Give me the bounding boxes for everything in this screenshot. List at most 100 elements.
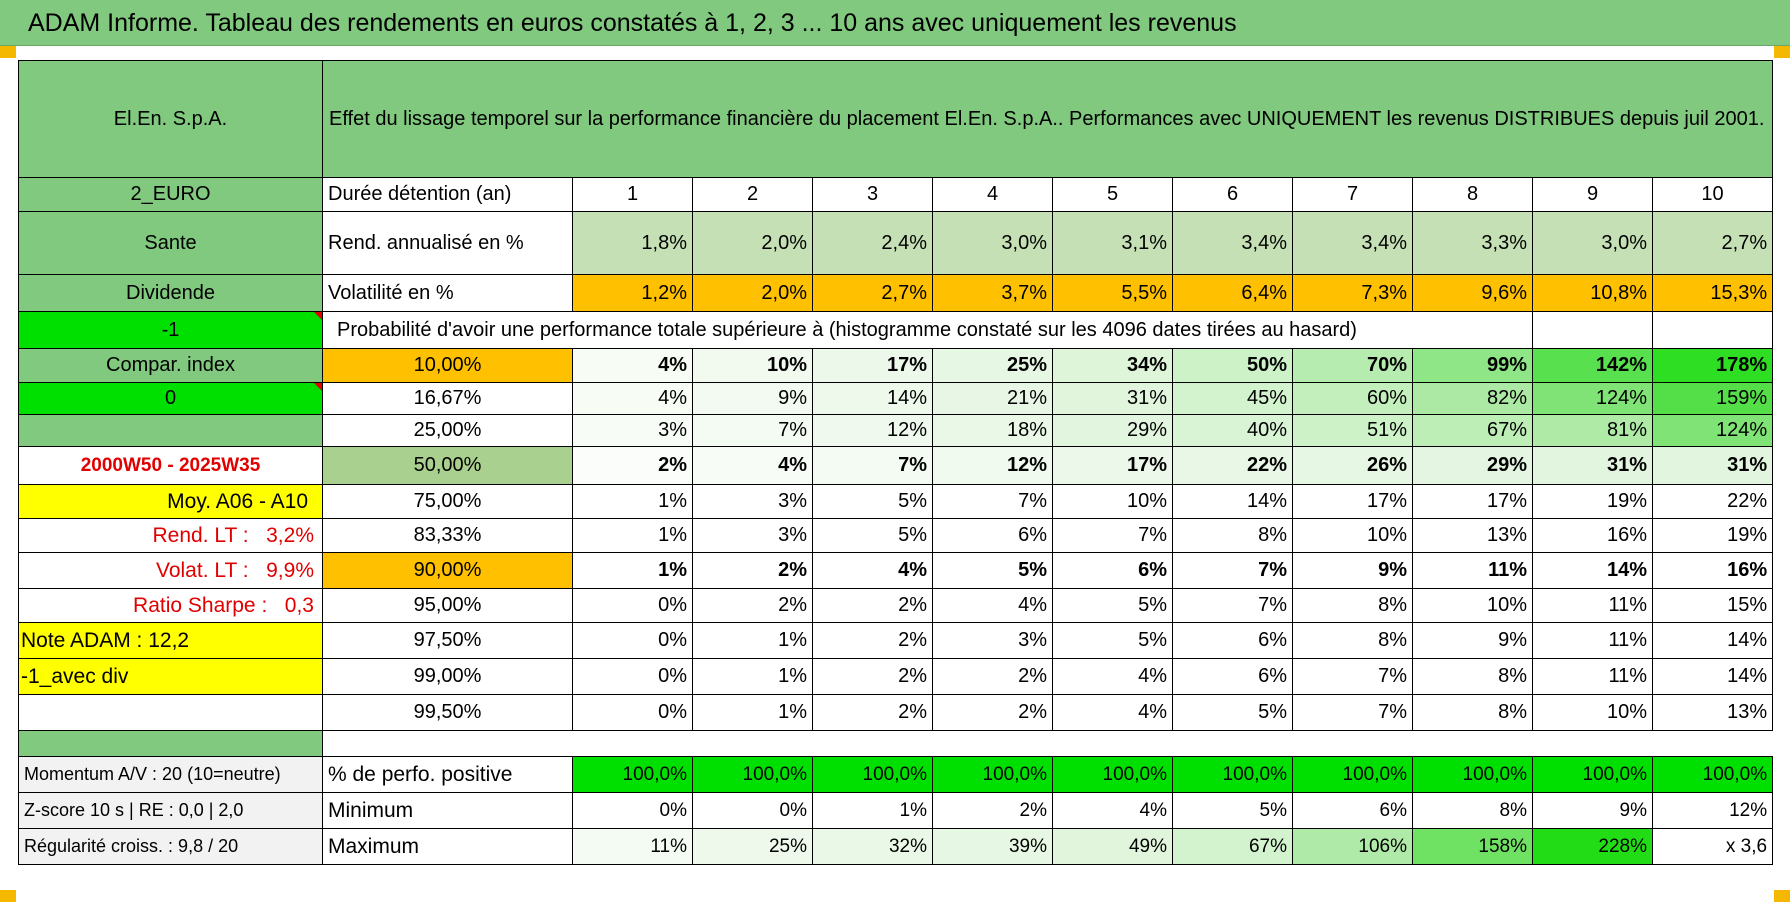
year-header: 2 [692,177,813,212]
rend-value: 1,8% [572,211,693,275]
prob-value: 10% [692,348,813,383]
corner-marker [0,46,16,58]
prob-value: 31% [1532,446,1653,485]
vol-value: 10,8% [1532,274,1653,312]
prob-value: 5% [1052,588,1173,623]
prob-value: 15% [1651,588,1774,623]
fund-name: El.En. S.p.A. [18,60,323,178]
duree-label: Durée détention (an) [322,177,573,212]
positive-value: 100,0% [1532,756,1653,793]
spacer-cell [323,731,1773,757]
prob-value: 50% [1172,348,1293,383]
prob-value: 1% [572,484,693,519]
rend-row: Sante Rend. annualisé en % 1,8% 2,0% 2,4… [18,211,1774,275]
prob-value: 22% [1172,446,1293,485]
prob-value: 99% [1412,348,1533,383]
prob-value: 2% [932,658,1053,695]
report-title: ADAM Informe. Tableau des rendements en … [28,9,1237,37]
prob-row: Rend. LT : 3,2% 83,33% 1% 3% 5% 6% 7% 8%… [18,518,1774,553]
prob-value: 3% [692,518,813,553]
rend-value: 2,7% [1651,211,1774,275]
prob-threshold: 90,00% [322,552,573,589]
rend-value: 3,4% [1172,211,1293,275]
prob-value: 60% [1292,382,1413,415]
minimum-value: 9% [1532,792,1653,829]
year-header: 5 [1052,177,1173,212]
prob-value: 81% [1532,414,1653,447]
prob-value: 2% [932,694,1053,731]
vol-row: Dividende Volatilité en % 1,2% 2,0% 2,7%… [18,274,1774,312]
prob-value: 25% [932,348,1053,383]
sharpe-value: 0,3 [284,593,314,617]
prob-row: 99,50% 0% 1% 2% 2% 4% 5% 7% 8% 10% 13% [18,694,1774,731]
type-cell: Dividende [18,274,323,312]
prob-title-row: -1 Probabilité d'avoir une performance t… [18,311,1774,349]
regularite-cell: Régularité croiss. : 9,8 / 20 [18,828,323,865]
prob-value: 5% [1172,694,1293,731]
vol-value: 3,7% [932,274,1053,312]
prob-value: 9% [1412,622,1533,659]
rend-value: 3,1% [1052,211,1173,275]
positive-label: % de perfo. positive [322,756,573,793]
prob-value: 6% [1172,658,1293,695]
sharpe-cell: Ratio Sharpe : 0,3 [18,588,323,623]
vol-value: 15,3% [1651,274,1774,312]
prob-threshold: 25,00% [322,414,573,447]
maximum-value: 39% [932,828,1053,865]
prob-value: 1% [572,518,693,553]
positive-value: 100,0% [1412,756,1533,793]
prob-threshold: 83,33% [322,518,573,553]
prob-row: 0 16,67% 4% 9% 14% 21% 31% 45% 60% 82% 1… [18,382,1774,415]
prob-value: 14% [1651,658,1774,695]
prob-value: 7% [692,414,813,447]
rend-label: Rend. annualisé en % [322,211,573,275]
prob-value: 14% [1172,484,1293,519]
years-row: 2_EURO Durée détention (an) 1 2 3 4 5 6 … [18,177,1774,212]
rend-value: 2,0% [692,211,813,275]
minimum-row: Z-score 10 s | RE : 0,0 | 2,0 Minimum 0%… [18,792,1774,829]
positive-value: 100,0% [572,756,693,793]
prob-value: 4% [1052,658,1173,695]
vol-value: 7,3% [1292,274,1413,312]
empty-cell [1651,311,1774,349]
positive-value: 100,0% [692,756,813,793]
header-row: El.En. S.p.A. Effet du lissage temporel … [18,60,1774,178]
prob-value: 8% [1292,588,1413,623]
prob-value: 17% [812,348,933,383]
prob-threshold: 50,00% [322,446,573,485]
prob-value: 2% [572,446,693,485]
minimum-value: 2% [932,792,1053,829]
prob-value: 6% [1172,622,1293,659]
rend-value: 3,4% [1292,211,1413,275]
prob-value: 10% [1052,484,1173,519]
rend-value: 3,0% [1532,211,1653,275]
empty-cell [1532,311,1653,349]
prob-value: 0% [572,622,693,659]
prob-row: Ratio Sharpe : 0,3 95,00% 0% 2% 2% 4% 5%… [18,588,1774,623]
prob-value: 1% [692,694,813,731]
positive-value: 100,0% [932,756,1053,793]
prob-value: 5% [932,552,1053,589]
prob-value: 10% [1412,588,1533,623]
positive-value: 100,0% [1052,756,1173,793]
prob-threshold: 99,50% [322,694,573,731]
maximum-value: 106% [1292,828,1413,865]
prob-value: 4% [1052,694,1173,731]
positive-value: 100,0% [812,756,933,793]
corner-marker [1774,890,1790,902]
spacer-row [18,730,1773,757]
prob-value: 178% [1651,348,1774,383]
minimum-value: 0% [692,792,813,829]
prob-value: 7% [1052,518,1173,553]
zscore-cell: Z-score 10 s | RE : 0,0 | 2,0 [18,792,323,829]
prob-value: 18% [932,414,1053,447]
maximum-value: 228% [1532,828,1653,865]
prob-value: 3% [692,484,813,519]
returns-table: El.En. S.p.A. Effet du lissage temporel … [18,60,1774,865]
prob-row: -1_avec div 99,00% 0% 1% 2% 2% 4% 6% 7% … [18,658,1774,695]
minimum-value: 6% [1292,792,1413,829]
sector-cell: Sante [18,211,323,275]
year-header: 3 [812,177,933,212]
rend-value: 3,0% [932,211,1053,275]
positive-value: 100,0% [1292,756,1413,793]
